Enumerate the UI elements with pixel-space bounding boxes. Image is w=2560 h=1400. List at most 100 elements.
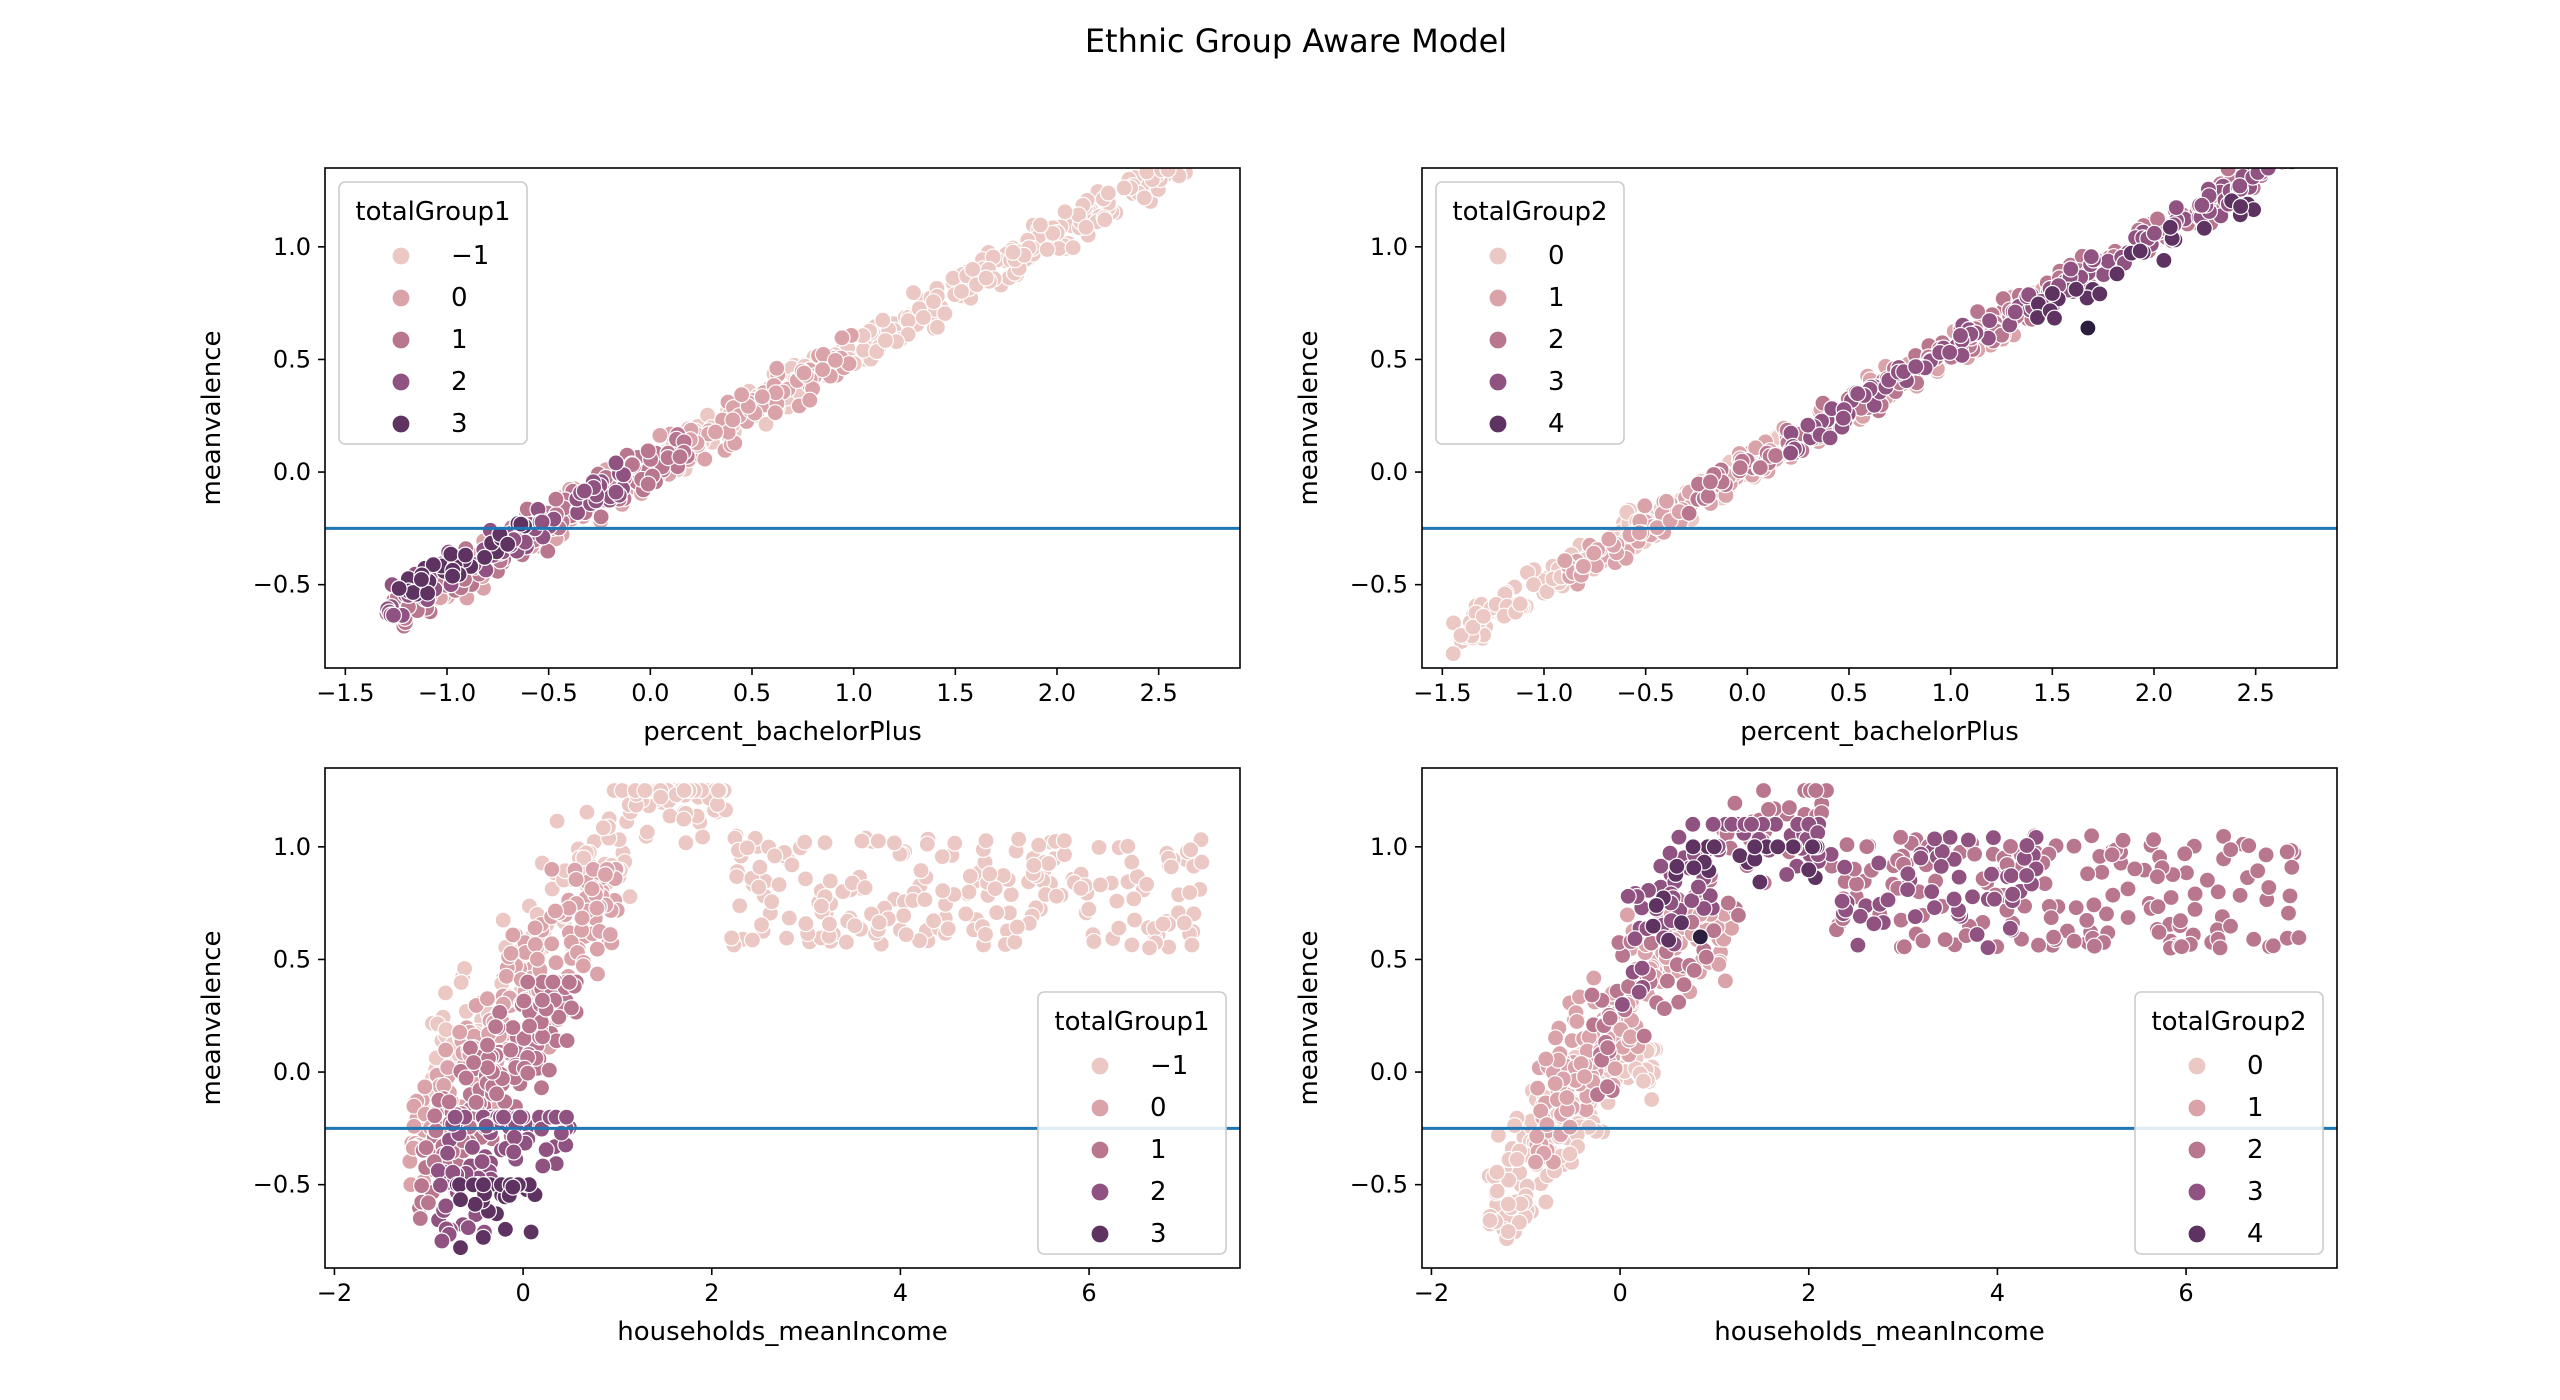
data-point <box>1524 576 1543 594</box>
data-point <box>1941 828 1959 847</box>
data-point <box>856 879 874 897</box>
data-point <box>1613 995 1632 1014</box>
y-axis-label: meanvalence <box>197 330 227 505</box>
data-point <box>544 973 562 991</box>
data-point <box>537 1141 555 1159</box>
data-point <box>1838 835 1856 854</box>
data-point <box>1125 911 1144 929</box>
data-point <box>504 926 522 944</box>
data-point <box>1125 890 1143 908</box>
data-point <box>1193 853 1211 871</box>
data-point <box>2186 900 2204 919</box>
data-point <box>2043 284 2061 303</box>
data-point <box>1008 918 1026 936</box>
data-point <box>766 847 784 865</box>
data-point <box>2257 846 2275 864</box>
data-point <box>2079 319 2097 337</box>
data-point <box>961 867 979 885</box>
data-point <box>519 1064 537 1082</box>
legend-marker <box>1488 246 1508 266</box>
data-point <box>1598 1078 1617 1096</box>
data-point <box>1685 859 1703 877</box>
data-point <box>1528 1079 1547 1097</box>
data-point <box>1064 239 1082 257</box>
data-point <box>1925 898 1944 917</box>
x-tick-label: 1.5 <box>2033 679 2071 707</box>
x-tick-label: 2 <box>1801 1279 1816 1307</box>
x-tick-label: 2.0 <box>1038 679 1076 707</box>
data-point <box>1968 925 1986 944</box>
data-point <box>1538 1115 1556 1134</box>
x-tick-label: 2 <box>704 1279 719 1307</box>
data-point <box>1661 844 1679 862</box>
data-point <box>1178 135 1194 151</box>
x-axis-label: percent_bachelorPlus <box>1740 717 2019 747</box>
data-point <box>846 917 864 935</box>
data-point <box>2279 149 2295 165</box>
data-point <box>1444 644 1462 663</box>
y-axis-label: meanvalence <box>1294 930 1324 1105</box>
data-point <box>588 940 606 958</box>
legend-marker <box>1090 1098 1110 1118</box>
data-point <box>1870 854 1888 872</box>
data-point <box>2083 827 2101 845</box>
data-point <box>2145 831 2163 849</box>
legend-title: totalGroup2 <box>2151 1007 2306 1037</box>
data-point <box>431 1176 449 1194</box>
data-point <box>1675 976 1693 994</box>
data-point <box>426 1107 444 1125</box>
data-point <box>1643 1090 1661 1109</box>
data-point <box>1982 865 2001 883</box>
data-point <box>2155 251 2173 269</box>
data-point <box>1025 856 1043 875</box>
data-point <box>558 1031 576 1050</box>
data-point <box>1002 885 1020 904</box>
data-point <box>2108 265 2126 283</box>
legend-label: 0 <box>451 283 468 313</box>
data-point <box>1044 224 1062 242</box>
data-point <box>876 331 895 350</box>
subplot-1: −1.5 −1.0 −0.5 0.0 0.5 1.0 1.5 2.0 2.5 −0.5 0.0 0.5… <box>197 135 1241 747</box>
data-point <box>957 905 975 923</box>
data-point <box>2001 919 2019 937</box>
data-point <box>451 1191 470 1209</box>
data-point <box>478 990 496 1008</box>
data-point <box>1185 139 1201 155</box>
data-point <box>1633 959 1651 977</box>
data-point <box>487 1017 505 1036</box>
x-tick-label: −1.5 <box>1413 679 1471 707</box>
data-point <box>1659 931 1678 949</box>
data-point <box>477 1117 495 1135</box>
data-point <box>526 919 544 937</box>
x-tick-label: −2 <box>1414 1279 1449 1307</box>
data-point <box>1182 150 1198 166</box>
data-point <box>2195 219 2213 237</box>
data-point <box>1154 915 1172 933</box>
data-point <box>533 1028 552 1046</box>
data-point <box>533 991 552 1009</box>
data-point <box>895 906 913 925</box>
data-point <box>946 834 964 852</box>
data-point <box>1945 890 1963 908</box>
data-point <box>515 992 533 1010</box>
data-point <box>2148 868 2166 886</box>
legend-label: 2 <box>2247 1135 2264 1165</box>
data-point <box>2278 843 2296 861</box>
data-point <box>1010 830 1028 848</box>
legend: totalGroup2 0 1 2 3 4 <box>2134 991 2324 1255</box>
scatter-points <box>378 135 1201 635</box>
data-point <box>652 788 670 806</box>
data-point <box>1759 800 1778 819</box>
x-tick-label: 2.0 <box>2135 679 2173 707</box>
legend: totalGroup2 0 1 2 3 4 <box>1435 181 1625 445</box>
data-point <box>416 1078 434 1096</box>
data-point <box>826 351 845 369</box>
data-point <box>1691 928 1709 946</box>
legend-label: 0 <box>1548 241 1565 271</box>
legend-label: 1 <box>451 325 468 355</box>
data-point <box>939 920 957 938</box>
data-point <box>2150 923 2168 941</box>
data-point <box>1716 972 1735 990</box>
data-point <box>2119 880 2137 898</box>
legend-marker <box>2187 1098 2207 1118</box>
